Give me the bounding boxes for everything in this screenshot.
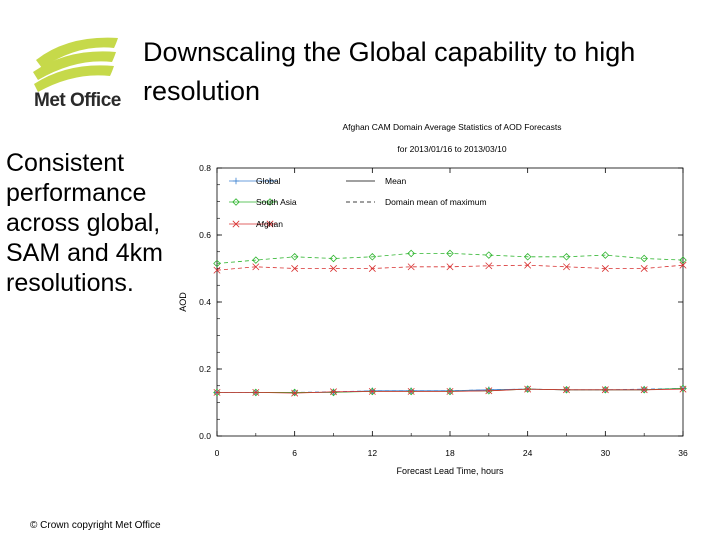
series-afghan-mean-point [485,387,493,395]
series-south-asia-max-point [368,253,377,261]
series-afghan-mean-point [563,386,570,394]
series-afghan-mean-point [291,389,299,397]
legend-afghan-label: Afghan [256,219,283,229]
series-afghan-mean-point [524,385,532,393]
series-afghan-mean-point [330,388,337,396]
chart-title: Afghan CAM Domain Average Statistics of … [342,122,561,132]
series-afghan-max-point [446,263,454,271]
y-tick-label: 0.0 [199,431,211,441]
series-south-asia-max-point [640,254,648,263]
series-south-asia-max-point [523,253,532,261]
x-tick-label: 0 [215,448,220,458]
legend-south-asia-marker-right [266,198,274,206]
legend-south-asia-label: South Asia [256,197,297,207]
met-office-logo [33,37,118,92]
series-afghan-max-point [368,265,376,272]
legend-max-label: Domain mean of maximum [385,197,487,207]
x-tick-label: 6 [292,448,297,458]
series-south-asia-max-line [216,252,684,264]
y-axis-label: AOD [178,292,188,312]
series-afghan-max-point [213,266,221,274]
side-description: Consistent performance across global, SA… [6,149,164,297]
series-afghan-max-point [330,265,337,272]
logo-swoosh-icon [33,37,118,92]
chart-subtitle: for 2013/01/16 to 2013/03/10 [397,144,506,154]
series-south-asia-max-point [446,249,454,258]
plot-frame [216,167,684,437]
series-south-asia-mean-point [640,386,648,394]
series-afghan-mean-point [640,386,648,394]
series-afghan-max-point [485,262,493,270]
series-afghan-max-point [291,265,299,272]
series-afghan-max-point [407,263,415,271]
logo-wordmark: Met Office [34,90,121,111]
x-axis-label: Forecast Lead Time, hours [396,466,504,476]
series-south-asia-max-point [407,249,415,258]
series-afghan-mean-point [679,385,687,393]
series-afghan-mean-point [407,387,415,395]
series-south-asia-max-point [601,251,610,259]
aod-line-chart: Afghan CAM Domain Average Statistics of … [178,122,688,476]
y-tick-label: 0.4 [199,297,211,307]
series-south-asia-max-point [290,253,299,261]
series-afghan-mean-point [601,386,609,394]
series-south-asia-mean-point [562,386,571,394]
y-tick-label: 0.6 [199,230,211,240]
series-south-asia-max-point [252,256,260,264]
series-afghan-mean-point [213,388,221,396]
legend-south-asia-marker-left [232,198,240,206]
series-south-asia-mean-point [368,387,377,396]
y-tick-label: 0.8 [199,163,211,173]
series-south-asia-max-point [679,256,687,264]
legend-mean-label: Mean [385,176,407,186]
series-south-asia-mean-point [407,387,415,396]
series-south-asia-mean-point [446,387,454,396]
series-afghan-max-point [601,265,609,272]
series-south-asia-mean-point [252,388,260,397]
x-tick-label: 12 [368,448,378,458]
x-tick-label: 30 [601,448,611,458]
series-afghan-mean-point [252,388,260,396]
series-south-asia-mean-point [601,386,610,394]
chart-legend: Global South Asia Afghan Mean Domain mea… [229,176,487,229]
x-tick-label: 24 [523,448,533,458]
slide-title: Downscaling the Global capability to hig… [143,37,636,106]
series-afghan-max-point [640,265,648,272]
series-afghan-max-point [524,261,532,269]
series-afghan-max-point [679,261,687,269]
series-south-asia-max-point [213,259,221,268]
series-south-asia-max-point [562,253,571,261]
series-south-asia-max-point [329,254,338,263]
series-afghan-mean-point [368,387,376,395]
x-tick-label: 36 [678,448,688,458]
series-south-asia-mean-point [523,385,532,393]
series-afghan-max-point [252,263,260,271]
series-south-asia-mean-point [213,388,221,397]
legend-global-label: Global [256,176,281,186]
series-afghan-max-point [563,263,570,271]
x-tick-label: 18 [445,448,455,458]
series-south-asia-max-point [485,251,493,259]
series-south-asia-mean-point [485,387,493,395]
copyright-footer: © Crown copyright Met Office [30,520,161,531]
series-afghan-mean-point [446,387,454,395]
series-afghan-max-line [216,264,684,271]
y-tick-label: 0.2 [199,364,211,374]
